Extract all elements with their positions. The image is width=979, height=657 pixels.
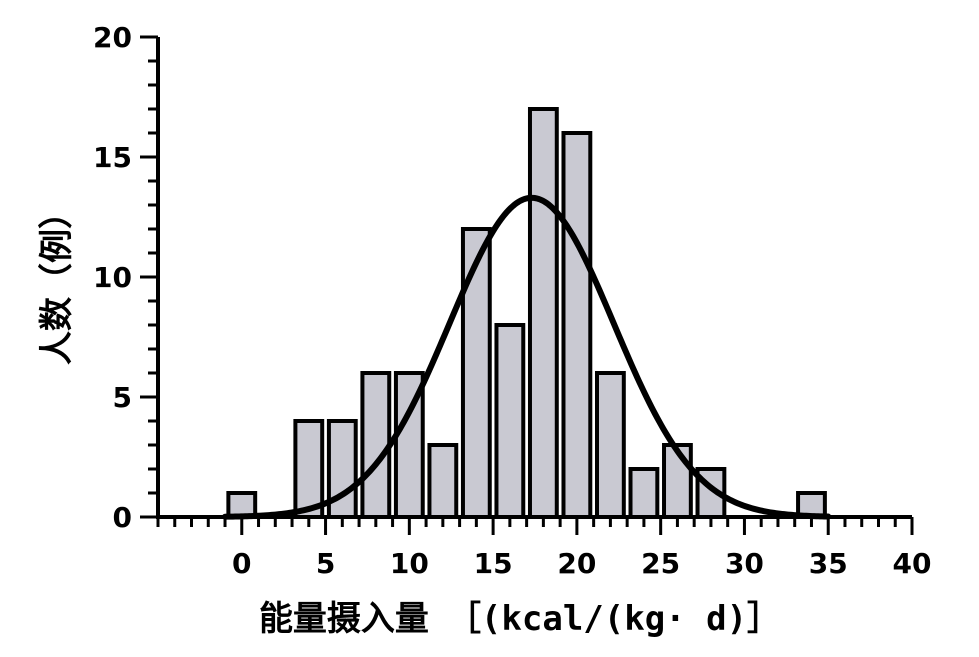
histogram-bar — [460, 227, 492, 519]
y-axis-title: 人数（例） — [37, 195, 77, 365]
histogram-bar — [628, 467, 660, 519]
histogram-bar — [527, 107, 559, 519]
histogram-bar — [293, 419, 325, 519]
y-tick-label: 20 — [93, 21, 132, 54]
x-axis-title-text: 能量摄入量 — [259, 599, 429, 639]
x-tick-label: 15 — [474, 547, 513, 580]
y-axis: 0 5 10 15 20 — [93, 21, 160, 534]
histogram-bar — [427, 443, 459, 519]
x-axis-title: 能量摄入量 ［(kcal/(kg· d)］ — [259, 599, 781, 639]
x-tick-label: 20 — [557, 547, 596, 580]
bars-group — [226, 107, 827, 519]
x-tick-label: 0 — [232, 547, 251, 580]
histogram-bar — [494, 323, 526, 519]
y-tick-label: 0 — [113, 501, 132, 534]
normal-fit-curve — [222, 194, 832, 520]
y-tick-label: 10 — [93, 261, 132, 294]
x-tick-label: 10 — [390, 547, 429, 580]
x-tick-label: 5 — [316, 547, 335, 580]
x-axis-title-unit: ［(kcal/(kg· d)］ — [447, 599, 781, 639]
x-tick-label: 25 — [641, 547, 680, 580]
x-tick-label: 40 — [893, 547, 932, 580]
x-tick-label: 30 — [725, 547, 764, 580]
histogram-bar — [594, 371, 626, 519]
histogram-bar — [360, 371, 392, 519]
x-tick-label: 35 — [809, 547, 848, 580]
y-tick-label: 15 — [93, 141, 132, 174]
histogram-bar — [796, 491, 827, 519]
y-tick-label: 5 — [113, 381, 132, 414]
x-axis: 0 5 10 15 20 25 30 35 40 — [156, 515, 932, 580]
histogram-bar — [561, 131, 593, 519]
histogram-bar — [662, 443, 693, 519]
